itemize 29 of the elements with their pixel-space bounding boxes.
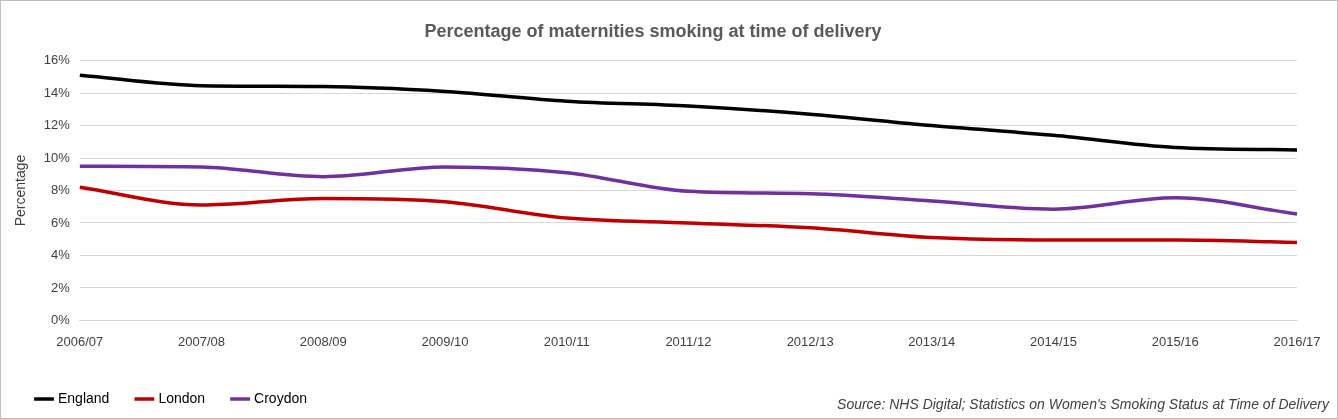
chart-title: Percentage of maternities smoking at time of delivery [424,20,882,41]
x-tick-label: 2014/15 [1030,333,1078,349]
legend-label: England [58,389,110,406]
x-tick-label: 2016/17 [1273,333,1321,349]
x-tick-label: 2008/09 [299,333,347,349]
y-axis-title: Percentage [12,154,29,227]
legend-label: London [158,389,206,406]
line-series [78,185,1299,245]
x-tick-label: 2011/12 [665,333,712,349]
x-tick-label: 2009/10 [421,333,469,349]
line-series [78,164,1299,216]
legend-label: Croydon [254,389,308,406]
y-tick-label: 2% [51,279,71,295]
line-series [78,73,1299,152]
x-tick-label: 2013/14 [908,333,956,349]
source-note: Source: NHS Digital; Statistics on Women's Smoking Status at Time of Delivery [837,396,1329,412]
y-tick-label: 14% [43,84,71,100]
y-tick-label: 16% [43,52,71,68]
y-tick-label: 6% [51,214,71,230]
y-tick-label: 4% [51,247,71,263]
x-tick-label: 2012/13 [786,333,834,349]
y-tick-label: 0% [51,311,71,327]
y-tick-label: 12% [43,117,71,133]
y-tick-label: 8% [51,182,71,198]
y-tick-label: 10% [43,149,71,165]
x-tick-label: 2007/08 [178,333,226,349]
x-tick-label: 2010/11 [543,333,590,349]
x-tick-label: 2006/07 [56,333,104,349]
x-tick-label: 2015/16 [1151,333,1199,349]
